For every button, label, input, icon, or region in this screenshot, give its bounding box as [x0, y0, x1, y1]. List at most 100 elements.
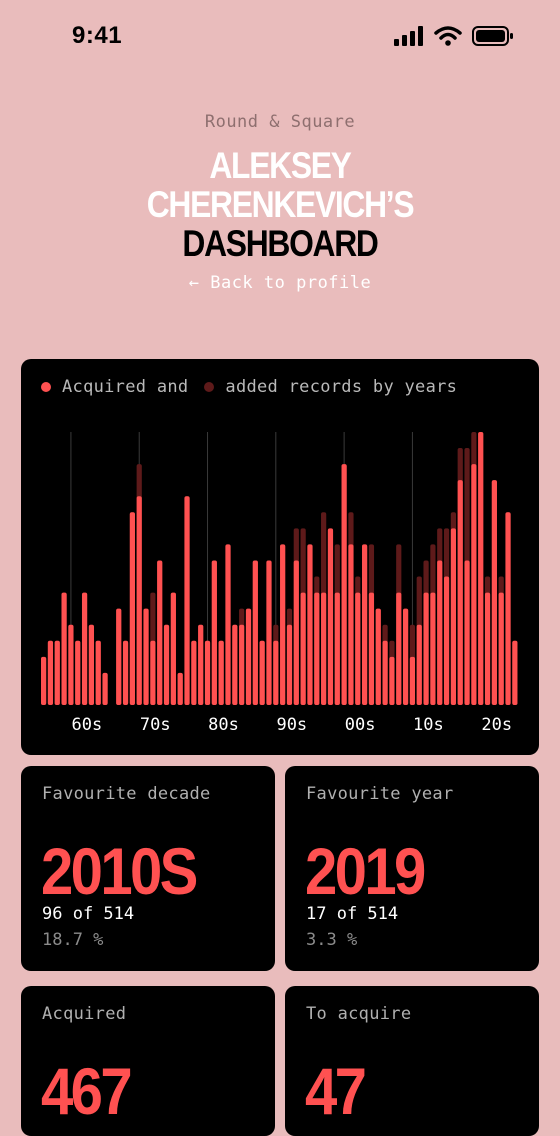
legend-acquired-label: Acquired and — [62, 377, 189, 397]
acquired-bar — [170, 592, 176, 705]
acquired-bar — [457, 480, 463, 705]
x-tick-label: 00s — [345, 715, 376, 735]
to-acquire-label: To acquire — [306, 1004, 412, 1024]
acquired-bar — [232, 624, 238, 705]
acquired-bar — [47, 640, 54, 705]
favourite-year-percent: 3.3 % — [306, 930, 358, 950]
acquired-bar — [437, 560, 443, 705]
acquired-bar — [95, 640, 101, 705]
acquired-bar — [423, 592, 429, 705]
records-by-years-chart: 60s 70s 80s 90s 00s 10s 20s — [41, 432, 518, 735]
acquired-bar — [252, 560, 258, 705]
acquired-bar — [177, 672, 183, 705]
acquired-bar — [81, 592, 88, 705]
acquired-legend-dot — [41, 382, 51, 392]
acquired-bar — [430, 592, 436, 705]
favourite-decade-card: Favourite decade 2010S 96 of 514 18.7 % — [21, 766, 275, 971]
acquired-bar — [362, 544, 368, 705]
acquired-bar — [273, 640, 279, 705]
records-by-years-card: 60s 70s 80s 90s 00s 10s 20s Acquired and added… — [21, 359, 539, 755]
acquired-bar — [75, 640, 81, 705]
x-tick-label: 80s — [208, 715, 239, 735]
acquired-bar — [191, 640, 197, 705]
acquired-bar — [334, 592, 340, 705]
favourite-decade-value: 2010S — [41, 834, 198, 908]
brand-subtitle: Round & Square — [204, 112, 356, 132]
acquired-bar — [450, 528, 456, 705]
acquired-bar — [163, 624, 170, 705]
acquired-bar — [307, 544, 313, 705]
added-legend-dot — [204, 382, 215, 392]
acquired-bar — [259, 640, 265, 705]
acquired-bar — [498, 592, 504, 705]
acquired-bar — [375, 608, 381, 705]
favourite-decade-count: 96 of 514 — [42, 904, 135, 924]
back-to-profile-link[interactable]: ← Back to profile — [188, 273, 372, 293]
acquired-bar — [402, 608, 409, 705]
chart-legend: Acquired and added records by years — [41, 377, 457, 397]
status-time: 9:41 — [72, 22, 123, 49]
acquired-bar — [68, 624, 74, 705]
x-tick-label: 90s — [276, 715, 307, 735]
wifi-icon — [434, 26, 462, 46]
to-acquire-value: 47 — [305, 1054, 367, 1128]
acquired-bar — [396, 592, 402, 705]
favourite-decade-percent: 18.7 % — [42, 930, 104, 950]
page-title: ALEKSEY CHERENKEVICH’S DASHBOARD — [39, 146, 521, 263]
acquired-bar — [484, 592, 491, 705]
acquired-bar — [157, 560, 163, 705]
acquired-bar — [150, 640, 156, 705]
favourite-year-card: Favourite year 2019 17 of 514 3.3 % — [285, 766, 539, 971]
x-tick-label: 60s — [72, 715, 103, 735]
acquired-bar — [136, 496, 142, 705]
acquired-bar — [184, 496, 190, 705]
acquired-bar — [389, 656, 395, 705]
status-icons — [394, 26, 514, 46]
acquired-bar — [491, 480, 497, 705]
title-line-1: ALEKSEY — [209, 145, 352, 186]
acquired-label: Acquired — [42, 1004, 127, 1024]
acquired-bar — [198, 624, 204, 705]
acquired-bar — [239, 624, 245, 705]
acquired-bar — [314, 592, 320, 705]
acquired-bar — [54, 640, 60, 705]
acquired-bar — [61, 592, 67, 705]
acquired-bar — [478, 432, 484, 705]
acquired-bar — [382, 640, 388, 705]
favourite-year-value: 2019 — [305, 834, 426, 908]
acquired-bar — [321, 592, 327, 705]
acquired-bar — [143, 608, 149, 705]
x-tick-label: 20s — [481, 715, 512, 735]
acquired-bar — [355, 592, 361, 705]
acquired-bar — [464, 560, 470, 705]
favourite-year-label: Favourite year — [306, 784, 454, 804]
acquired-bar — [280, 544, 286, 705]
favourite-year-count: 17 of 514 — [306, 904, 399, 924]
favourite-decade-label: Favourite decade — [42, 784, 211, 804]
acquired-bar — [512, 640, 518, 705]
x-tick-label: 10s — [413, 715, 444, 735]
status-bar: 9:41 — [0, 0, 560, 76]
acquired-bar — [41, 656, 47, 705]
legend-added-label: added records by years — [225, 377, 458, 397]
acquired-bar — [300, 592, 306, 705]
acquired-bar — [505, 512, 511, 705]
acquired-bar — [211, 560, 217, 705]
x-tick-label: 70s — [140, 715, 171, 735]
acquired-bar — [122, 640, 129, 705]
acquired-bar — [245, 608, 252, 705]
acquired-bar — [88, 624, 95, 705]
acquired-bar — [293, 560, 299, 705]
acquired-bar — [327, 528, 334, 705]
title-line-2: CHERENKEVICH’S — [146, 184, 415, 225]
acquired-card: Acquired 467 — [21, 986, 275, 1136]
acquired-bar — [409, 656, 416, 705]
battery-icon — [472, 26, 513, 46]
acquired-bar — [266, 560, 272, 705]
signal-icon — [394, 26, 423, 46]
acquired-value: 467 — [41, 1054, 133, 1128]
page-header: Round & Square ALEKSEY CHERENKEVICH’S DA… — [0, 112, 560, 293]
acquired-bar — [102, 672, 108, 705]
acquired-bar — [286, 624, 293, 705]
acquired-bar — [348, 544, 354, 705]
